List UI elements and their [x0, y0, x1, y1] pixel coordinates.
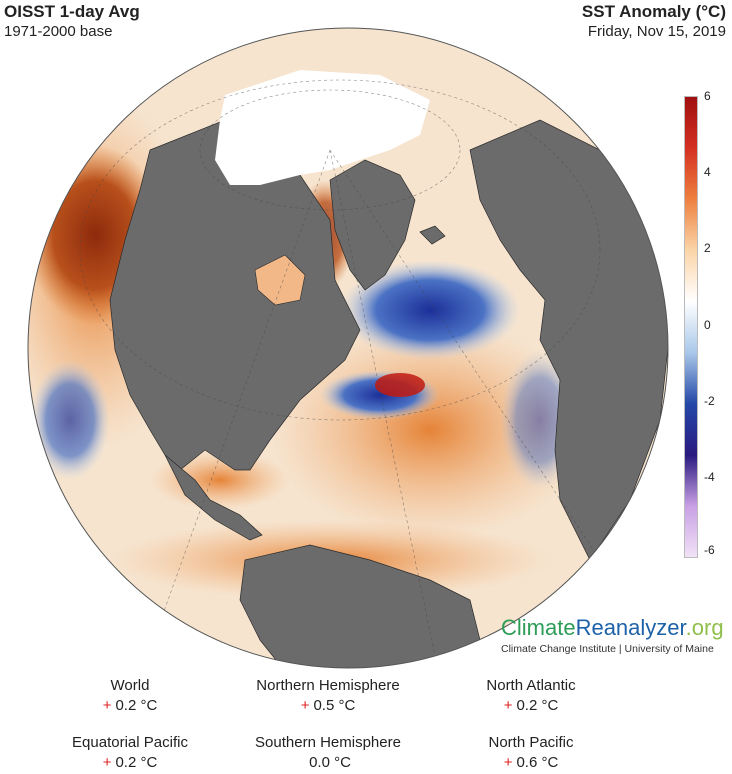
greenland-land [329, 159, 416, 291]
stat-value-row: +0.2 °C [431, 696, 631, 716]
stat-value: 0.2 °C [516, 697, 559, 714]
stat-southern-hemisphere: Southern Hemisphere 0.0 °C [228, 733, 428, 773]
stat-sign: + [300, 697, 310, 714]
stat-label: World [110, 677, 150, 694]
graticule [79, 79, 601, 668]
brand-part-climate: Climate [501, 615, 576, 640]
map-title: OISST 1-day Avg [4, 2, 140, 21]
stat-value-row: +0.2 °C [30, 753, 230, 773]
arctic-sea-ice [215, 70, 430, 185]
stat-label: Equatorial Pacific [72, 734, 188, 751]
stat-sign: + [503, 754, 513, 771]
date-label: Friday, Nov 15, 2019 [587, 23, 726, 40]
brand-logo[interactable]: ClimateReanalyzer.org [501, 615, 724, 641]
iceland-land [419, 225, 446, 245]
central-america-land [164, 454, 263, 541]
colorbar-tick: 6 [704, 89, 711, 103]
stat-sign: + [102, 754, 112, 771]
brand-part-org: .org [685, 615, 724, 640]
variable-block: SST Anomaly (°C) Friday, Nov 15, 2019 [582, 2, 726, 42]
north-america-land [109, 119, 361, 471]
brand-part-reanalyzer: Reanalyzer [575, 615, 686, 640]
baseline-label: 1971-2000 base [4, 23, 113, 40]
stat-label: North Pacific [488, 734, 574, 751]
gulf-stream-cold-anomaly [320, 370, 440, 420]
pacific-cool-anomaly [30, 360, 110, 480]
variable-title: SST Anomaly (°C) [581, 2, 726, 21]
stat-value: 0.2 °C [115, 754, 158, 771]
stat-world: World +0.2 °C [30, 676, 230, 716]
colorbar-tick: 0 [704, 318, 711, 332]
stat-value: 0.6 °C [516, 754, 559, 771]
stat-northern-hemisphere: Northern Hemisphere +0.5 °C [228, 676, 428, 716]
north-atlantic-cold-anomaly [340, 260, 520, 360]
hudson-bay-water [254, 254, 306, 306]
stat-label: Northern Hemisphere [256, 677, 400, 694]
colorbar-tick: 2 [704, 241, 711, 255]
stat-value: 0.2 °C [115, 697, 158, 714]
stat-north-pacific: North Pacific +0.6 °C [431, 733, 631, 773]
stat-value-row: +0.5 °C [228, 696, 428, 716]
stat-sign: + [503, 697, 513, 714]
stat-label: North Atlantic [486, 677, 576, 694]
stat-equatorial-pacific: Equatorial Pacific +0.2 °C [30, 733, 230, 773]
color-scale-bar [684, 96, 698, 558]
gulf-stream-hot-anomaly [375, 373, 425, 397]
colorbar-tick: 4 [704, 165, 711, 179]
title-block: OISST 1-day Avg 1971-2000 base [4, 2, 140, 42]
stat-value-row: +0.6 °C [431, 753, 631, 773]
stat-label: Southern Hemisphere [255, 734, 401, 751]
globe-outline [27, 27, 669, 669]
stat-value: 0.5 °C [313, 697, 356, 714]
brand-subtitle: Climate Change Institute | University of… [501, 643, 714, 655]
stat-value-row: 0.0 °C [228, 753, 428, 773]
colorbar-tick: -2 [704, 394, 715, 408]
stat-value: 0.0 °C [309, 754, 351, 771]
stat-sign: + [102, 697, 112, 714]
colorbar-tick: -4 [704, 470, 715, 484]
stat-value-row: +0.2 °C [30, 696, 230, 716]
stat-north-atlantic: North Atlantic +0.2 °C [431, 676, 631, 716]
colorbar-tick: -6 [704, 543, 715, 557]
